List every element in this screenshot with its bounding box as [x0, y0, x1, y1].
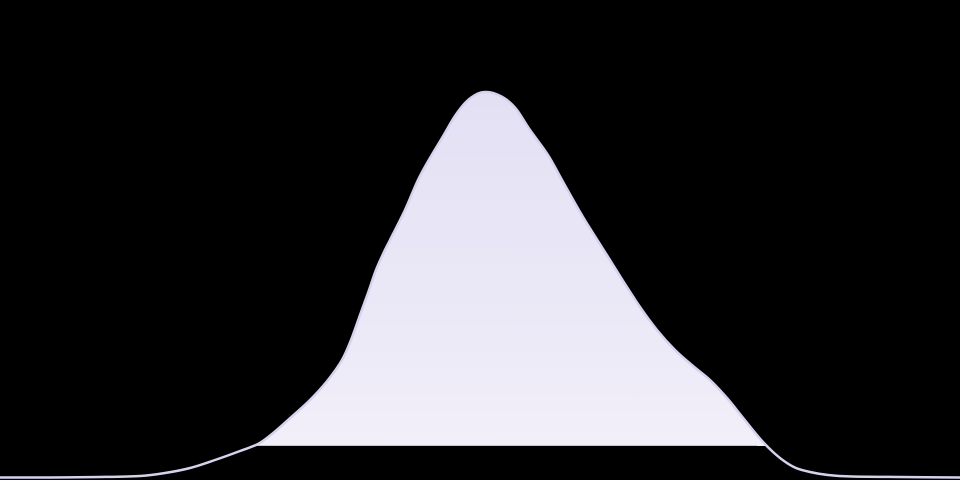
density-curve-line [0, 90, 960, 479]
density-area-fill [253, 92, 767, 446]
